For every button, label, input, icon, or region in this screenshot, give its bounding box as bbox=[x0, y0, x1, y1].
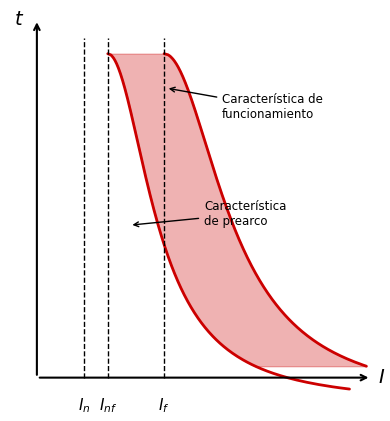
Text: Característica de
funcionamiento: Característica de funcionamiento bbox=[170, 87, 323, 121]
Text: I: I bbox=[379, 368, 384, 387]
Text: $I_n$: $I_n$ bbox=[78, 397, 90, 416]
Text: $I_{nf}$: $I_{nf}$ bbox=[99, 397, 117, 416]
Text: Característica
de prearco: Característica de prearco bbox=[134, 200, 287, 228]
Text: t: t bbox=[15, 10, 23, 29]
Text: $I_f$: $I_f$ bbox=[158, 397, 170, 416]
